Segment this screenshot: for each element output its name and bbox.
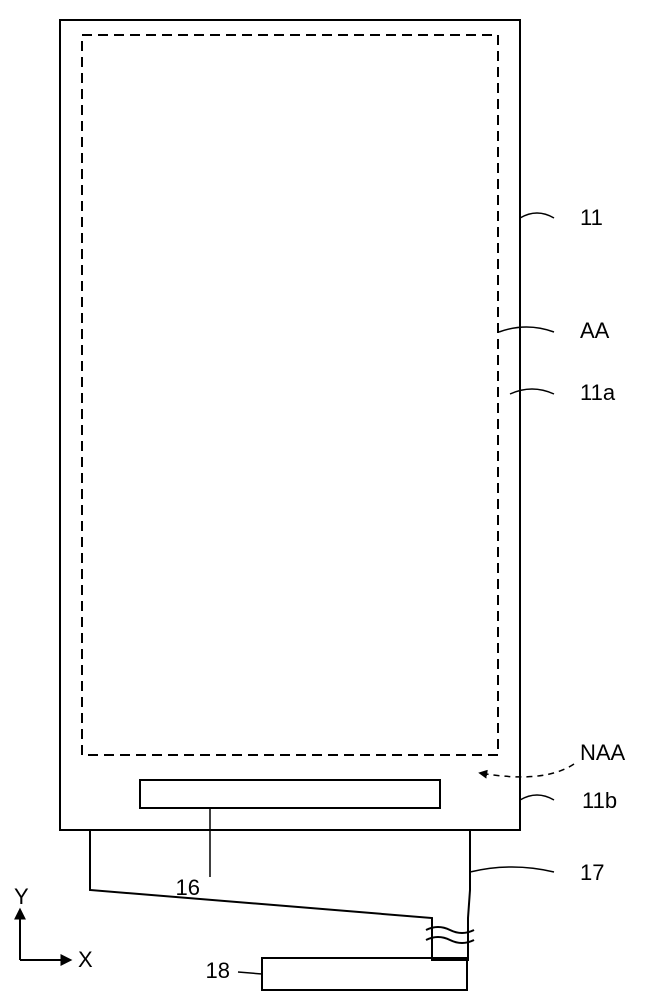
ref-18-label: 18 <box>206 958 230 983</box>
axis-y-label: Y <box>14 884 29 909</box>
ref-16-label: 16 <box>176 875 200 900</box>
ref-naa-leader <box>480 764 574 777</box>
control-board <box>262 958 467 990</box>
ref-17-leader <box>470 867 554 872</box>
ref-11-leader <box>520 213 554 218</box>
flex-connector <box>90 830 470 960</box>
diagram-canvas: X Y 11 AA 11a 11b 17 NAA 16 18 <box>0 0 652 1000</box>
outer-panel <box>60 20 520 830</box>
driver-bar <box>140 780 440 808</box>
ref-17-label: 17 <box>580 860 604 885</box>
ref-aa-leader <box>499 327 554 332</box>
ref-naa-label: NAA <box>580 740 626 765</box>
ref-11b-leader <box>520 795 554 800</box>
ref-11a-label: 11a <box>580 380 616 405</box>
axis-x-label: X <box>78 947 93 972</box>
ref-11b-label: 11b <box>582 788 617 813</box>
ref-11-label: 11 <box>580 205 603 230</box>
break-mark <box>426 937 474 943</box>
ref-aa-label: AA <box>580 318 610 343</box>
ref-18-leader <box>238 972 262 974</box>
active-area <box>82 35 498 755</box>
ref-11a-leader <box>510 389 554 394</box>
break-mark <box>426 927 474 933</box>
